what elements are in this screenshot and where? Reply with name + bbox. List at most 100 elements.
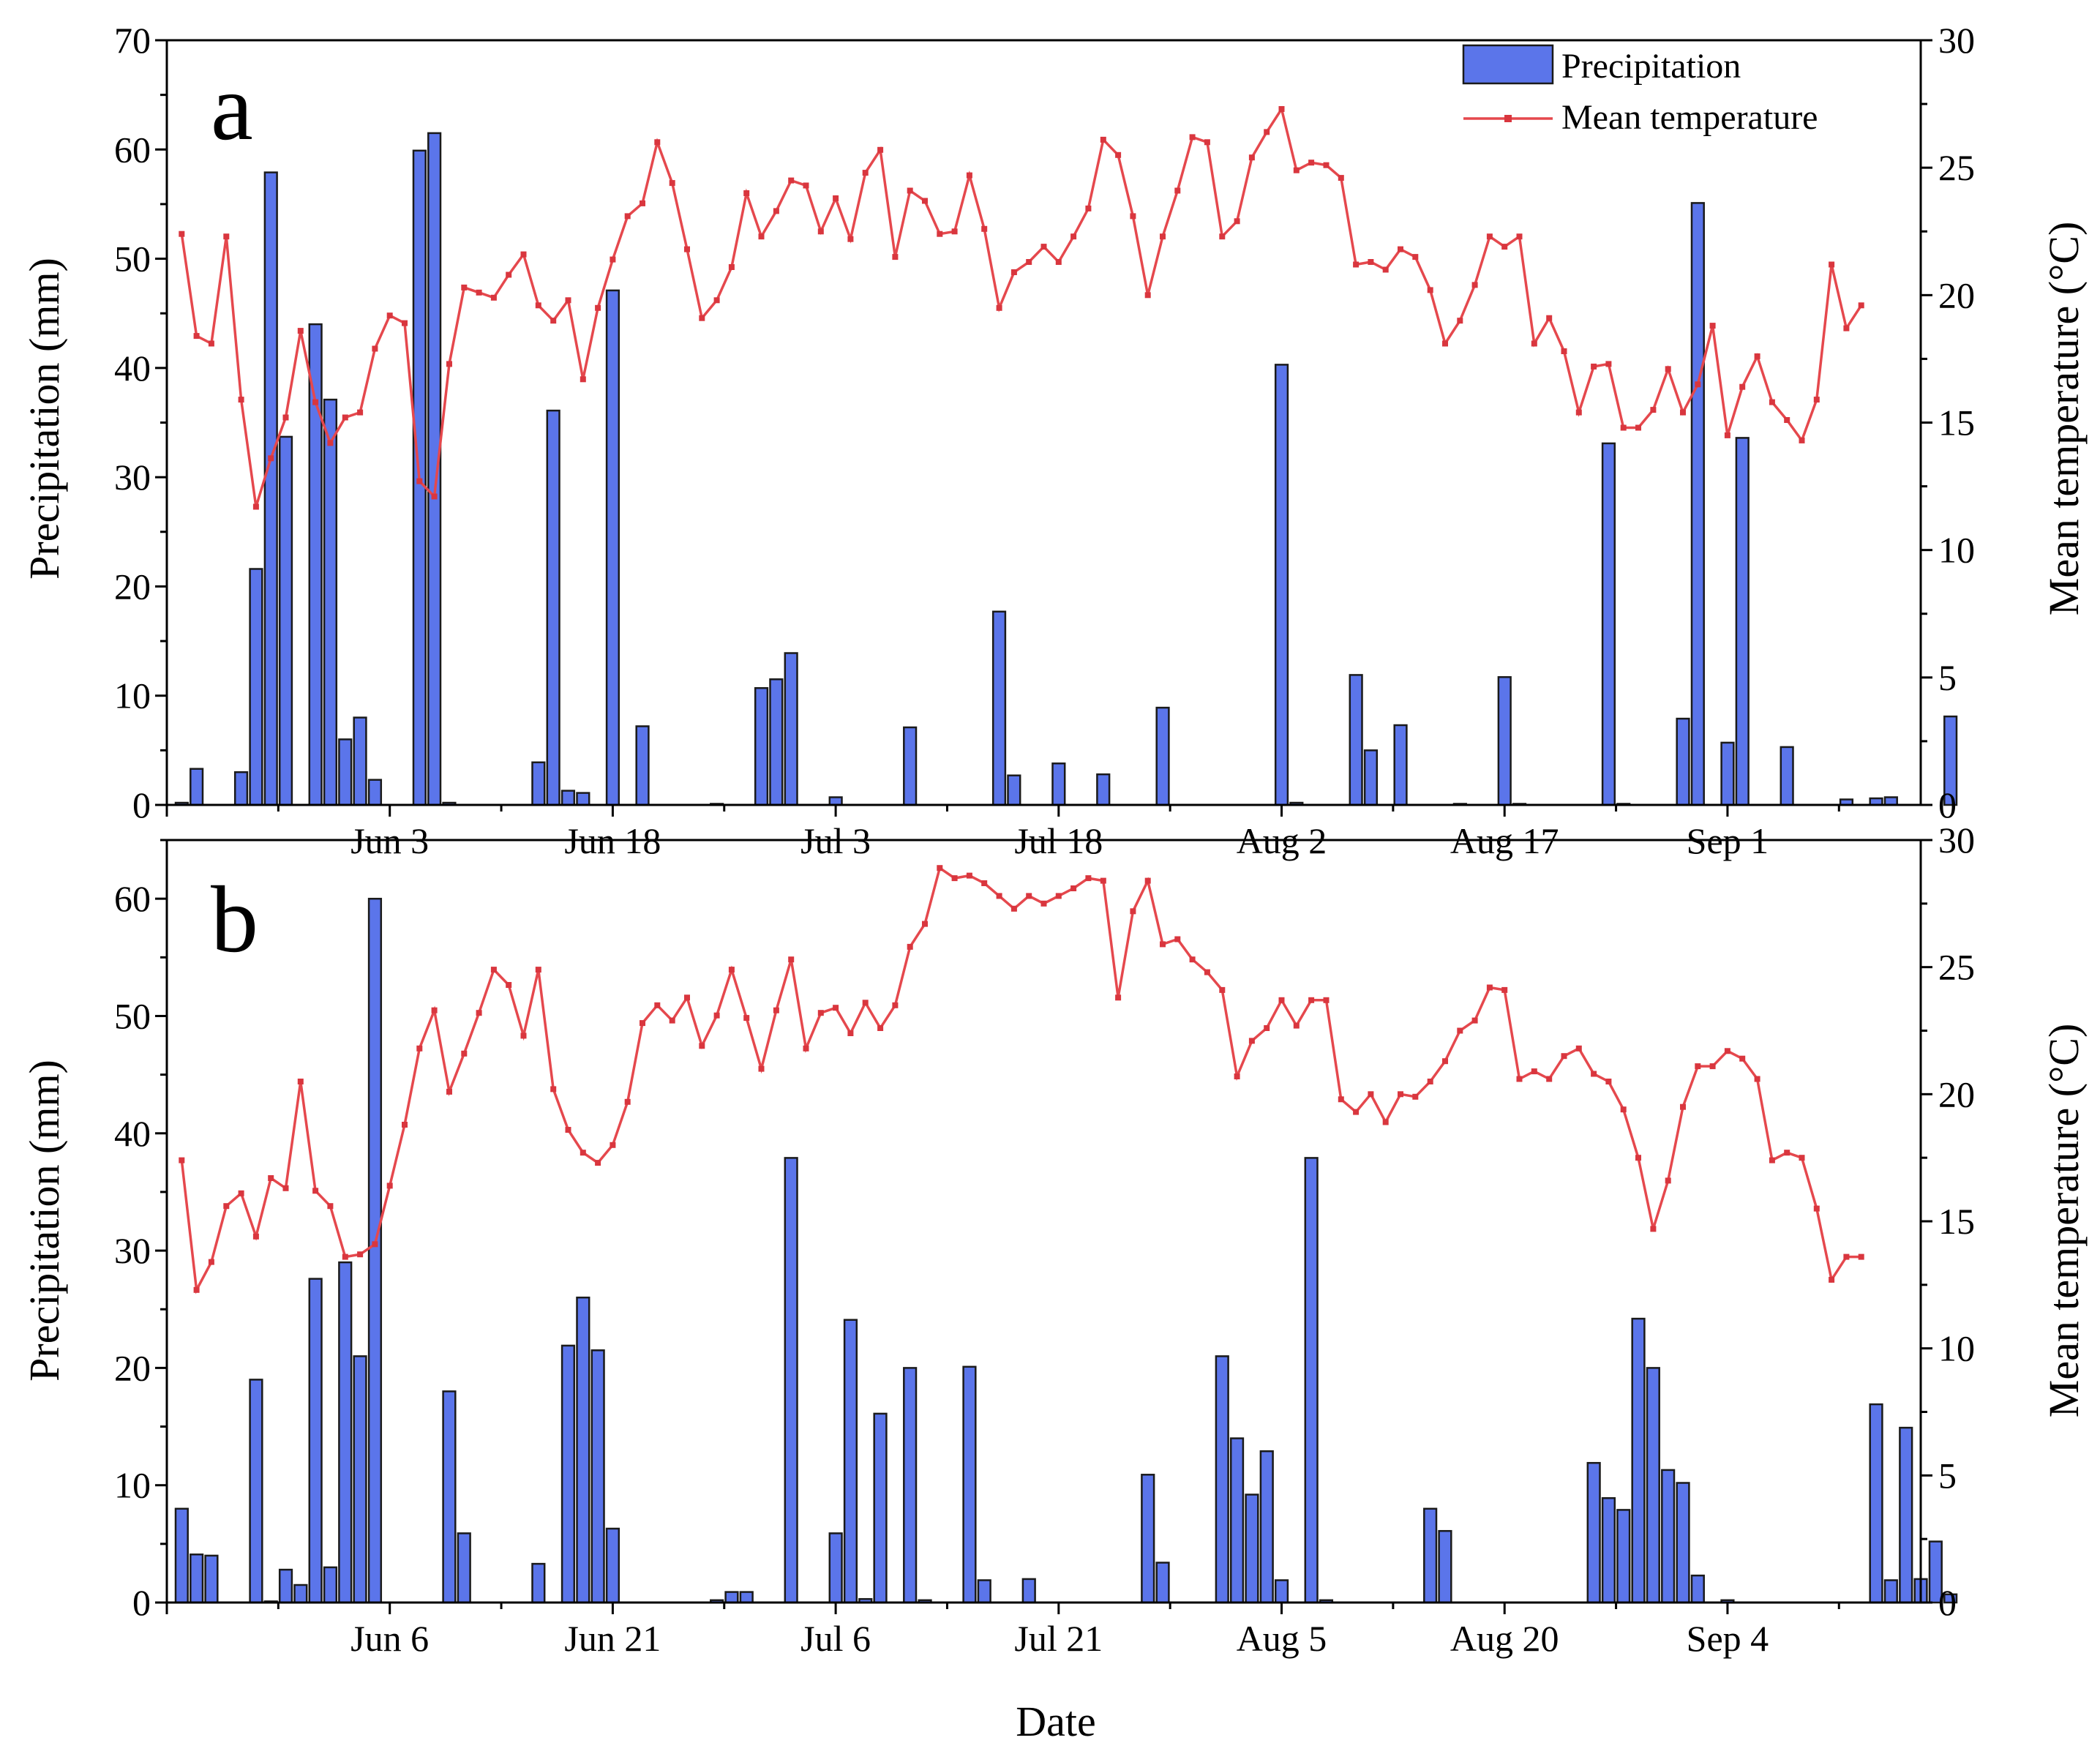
temperature-point bbox=[1457, 318, 1463, 324]
precipitation-bar bbox=[338, 738, 353, 806]
panel-a-left-axis-title: Precipitation (mm) bbox=[20, 258, 68, 580]
temperature-point bbox=[1427, 1079, 1433, 1084]
temperature-point bbox=[1010, 905, 1017, 912]
left-tick-label: 10 bbox=[114, 675, 151, 716]
temperature-point bbox=[1130, 908, 1136, 915]
temperature-point bbox=[372, 1241, 378, 1248]
precipitation-bar bbox=[1631, 1317, 1646, 1604]
temperature-point bbox=[728, 967, 735, 973]
temperature-point bbox=[193, 1286, 200, 1293]
temperature-point bbox=[1070, 233, 1077, 240]
temperature-point bbox=[1204, 969, 1210, 975]
left-tick-label: 0 bbox=[132, 784, 151, 825]
temperature-point bbox=[1858, 1253, 1864, 1260]
left-tick-label: 10 bbox=[114, 1465, 151, 1506]
temperature-point bbox=[996, 304, 1002, 311]
temperature-point bbox=[1278, 997, 1285, 1003]
temperature-point bbox=[179, 1157, 185, 1163]
precipitation-bar bbox=[1928, 1540, 1943, 1604]
precipitation-bar bbox=[903, 726, 918, 806]
temperature-point bbox=[535, 302, 541, 309]
temperature-point bbox=[282, 1185, 289, 1191]
temperature-point bbox=[416, 1045, 423, 1052]
left-tick-label: 40 bbox=[114, 1113, 151, 1154]
panel-b-axes: 0 10 20 30 40 50 60 0 5 10 15 20 25 30 Jun 6 Jun 21 Jul … bbox=[114, 820, 1975, 1659]
precipitation-bar bbox=[1869, 1403, 1883, 1604]
temperature-point bbox=[1308, 160, 1315, 166]
temperature-point bbox=[1115, 994, 1122, 1001]
temperature-point bbox=[610, 256, 616, 263]
temperature-point bbox=[862, 1000, 869, 1006]
temperature-point bbox=[268, 1175, 274, 1181]
precipitation-bar bbox=[560, 790, 576, 806]
temperature-point bbox=[1829, 1276, 1835, 1283]
temperature-point bbox=[223, 1203, 230, 1210]
precipitation-bar bbox=[1676, 1482, 1690, 1604]
temperature-point bbox=[446, 361, 452, 367]
temperature-point bbox=[1412, 254, 1419, 261]
temperature-point bbox=[981, 225, 988, 232]
temperature-point bbox=[847, 236, 854, 242]
left-tick-label: 0 bbox=[132, 1582, 151, 1623]
temperature-point bbox=[1799, 437, 1805, 443]
precipitation-bar bbox=[724, 1591, 739, 1604]
temperature-point bbox=[372, 345, 378, 352]
temperature-point bbox=[922, 198, 928, 204]
panel-b-left-axis-title: Precipitation (mm) bbox=[20, 1060, 68, 1382]
precipitation-bar bbox=[576, 792, 590, 806]
temperature-point bbox=[1026, 259, 1032, 265]
left-tick-label: 70 bbox=[114, 20, 151, 61]
temperature-point bbox=[1353, 261, 1360, 268]
temperature-point bbox=[1427, 287, 1433, 293]
precipitation-bar bbox=[204, 1554, 219, 1604]
temperature-point bbox=[1130, 213, 1136, 220]
temperature-point bbox=[1813, 1205, 1820, 1212]
precipitation-bar bbox=[1274, 1579, 1289, 1604]
temperature-point bbox=[966, 872, 972, 879]
left-tick-label: 30 bbox=[114, 1230, 151, 1271]
temperature-point bbox=[1144, 877, 1151, 884]
temperature-point bbox=[1398, 1091, 1403, 1098]
temperature-point bbox=[580, 376, 586, 383]
temperature-point bbox=[1695, 381, 1701, 388]
temperature-point bbox=[1308, 997, 1315, 1003]
precipitation-bar bbox=[1646, 1367, 1660, 1604]
temperature-point bbox=[1635, 1155, 1641, 1161]
temperature-point bbox=[1501, 244, 1508, 250]
precipitation-bar bbox=[560, 1344, 576, 1604]
temperature-point bbox=[1739, 1055, 1746, 1062]
precipitation-bar bbox=[1274, 364, 1289, 806]
precipitation-bar bbox=[977, 1579, 991, 1604]
temperature-point bbox=[1769, 399, 1775, 405]
precipitation-bar bbox=[1943, 1593, 1958, 1604]
temperature-point bbox=[1575, 1045, 1582, 1052]
temperature-line bbox=[180, 866, 1861, 1294]
temperature-point bbox=[357, 1251, 364, 1258]
temperature-point bbox=[654, 1002, 661, 1008]
temperature-point bbox=[1591, 1071, 1597, 1077]
temperature-point bbox=[1516, 233, 1523, 240]
temperature-point bbox=[803, 1045, 809, 1052]
panel-a-right-axis-title: Mean temperature (°C) bbox=[2040, 222, 2088, 616]
temperature-point bbox=[1650, 1226, 1657, 1232]
temperature-point bbox=[847, 1030, 854, 1036]
temperature-point bbox=[1293, 167, 1300, 173]
right-tick-label: 25 bbox=[1938, 147, 1975, 188]
temperature-point bbox=[1531, 1068, 1537, 1075]
left-tick-label: 60 bbox=[114, 129, 151, 170]
precipitation-bar bbox=[293, 1584, 308, 1604]
temperature-point bbox=[803, 182, 809, 189]
precipitation-bar bbox=[1215, 1355, 1229, 1604]
temperature-line bbox=[180, 105, 1863, 508]
temperature-point bbox=[817, 228, 824, 235]
precipitation-bar bbox=[1021, 1578, 1036, 1604]
temperature-point bbox=[1695, 1063, 1701, 1070]
x-tick-label: Jul 6 bbox=[800, 1618, 871, 1659]
temperature-point bbox=[788, 956, 795, 963]
temperature-point bbox=[446, 1088, 452, 1095]
temperature-point bbox=[743, 190, 750, 196]
temperature-point bbox=[1620, 424, 1627, 431]
precipitation-bar bbox=[1155, 706, 1170, 806]
temperature-point bbox=[223, 233, 230, 240]
right-tick-label: 20 bbox=[1938, 274, 1975, 315]
